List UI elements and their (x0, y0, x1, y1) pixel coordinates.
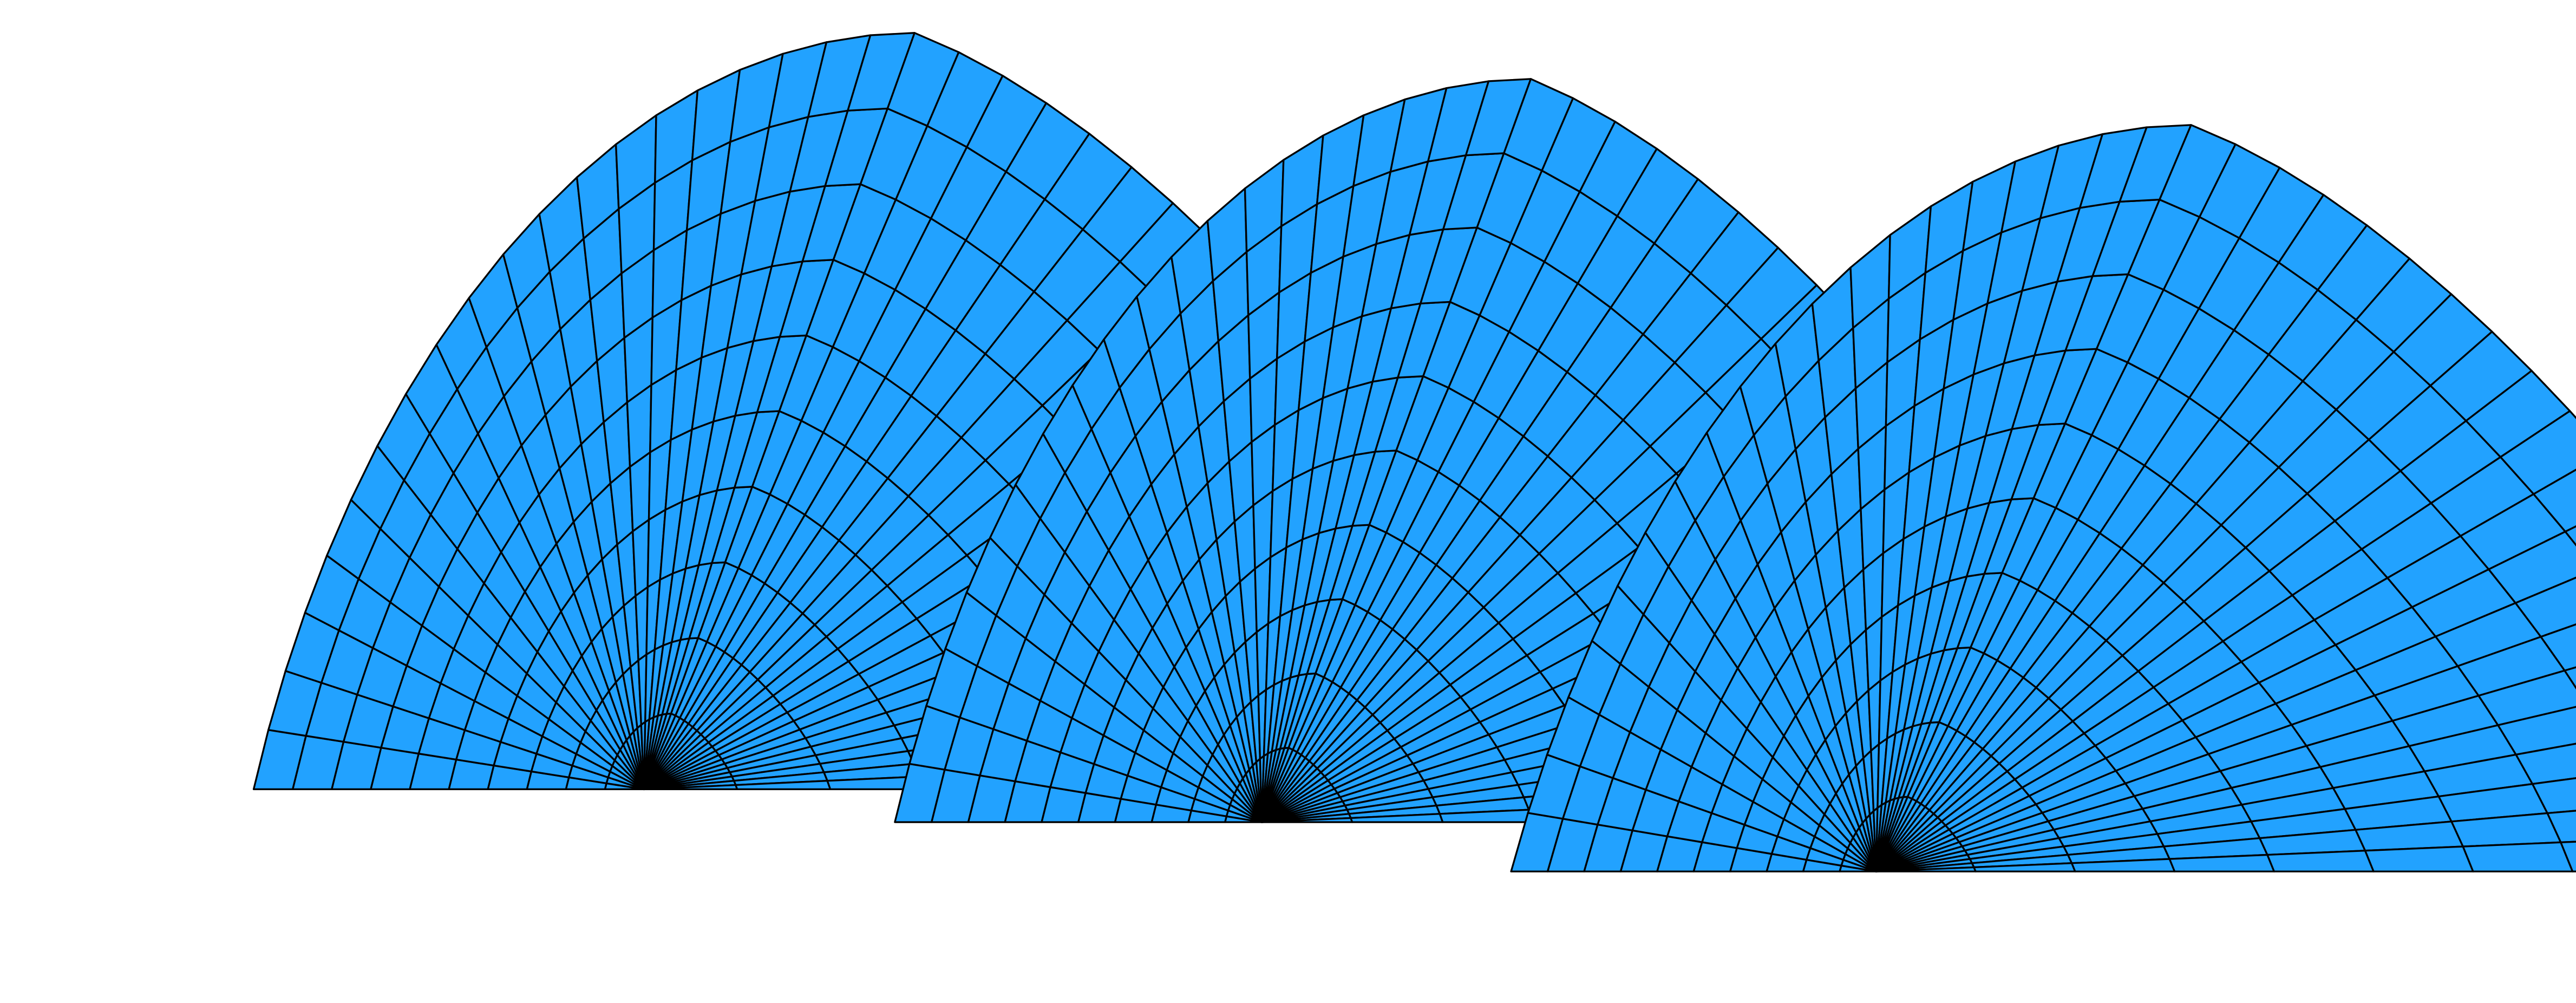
surface-face (2546, 810, 2576, 844)
surface-face (2564, 666, 2576, 690)
surface-face (2266, 850, 2375, 872)
surface-face (2364, 845, 2474, 872)
surface-face (2497, 706, 2576, 756)
surface-face (2477, 669, 2576, 726)
surface-face (2533, 468, 2576, 533)
surface-face (632, 518, 650, 597)
surface-face (2560, 841, 2576, 872)
surface-face (2540, 623, 2576, 672)
surface-face (2531, 777, 2576, 815)
surface-face (2462, 841, 2574, 872)
surface-mesh (252, 32, 2576, 872)
surface-face (2564, 525, 2576, 547)
surface-face (2488, 530, 2576, 604)
surface-face (2499, 410, 2576, 495)
surface-face (2515, 743, 2576, 785)
surface-face (2514, 576, 2576, 638)
